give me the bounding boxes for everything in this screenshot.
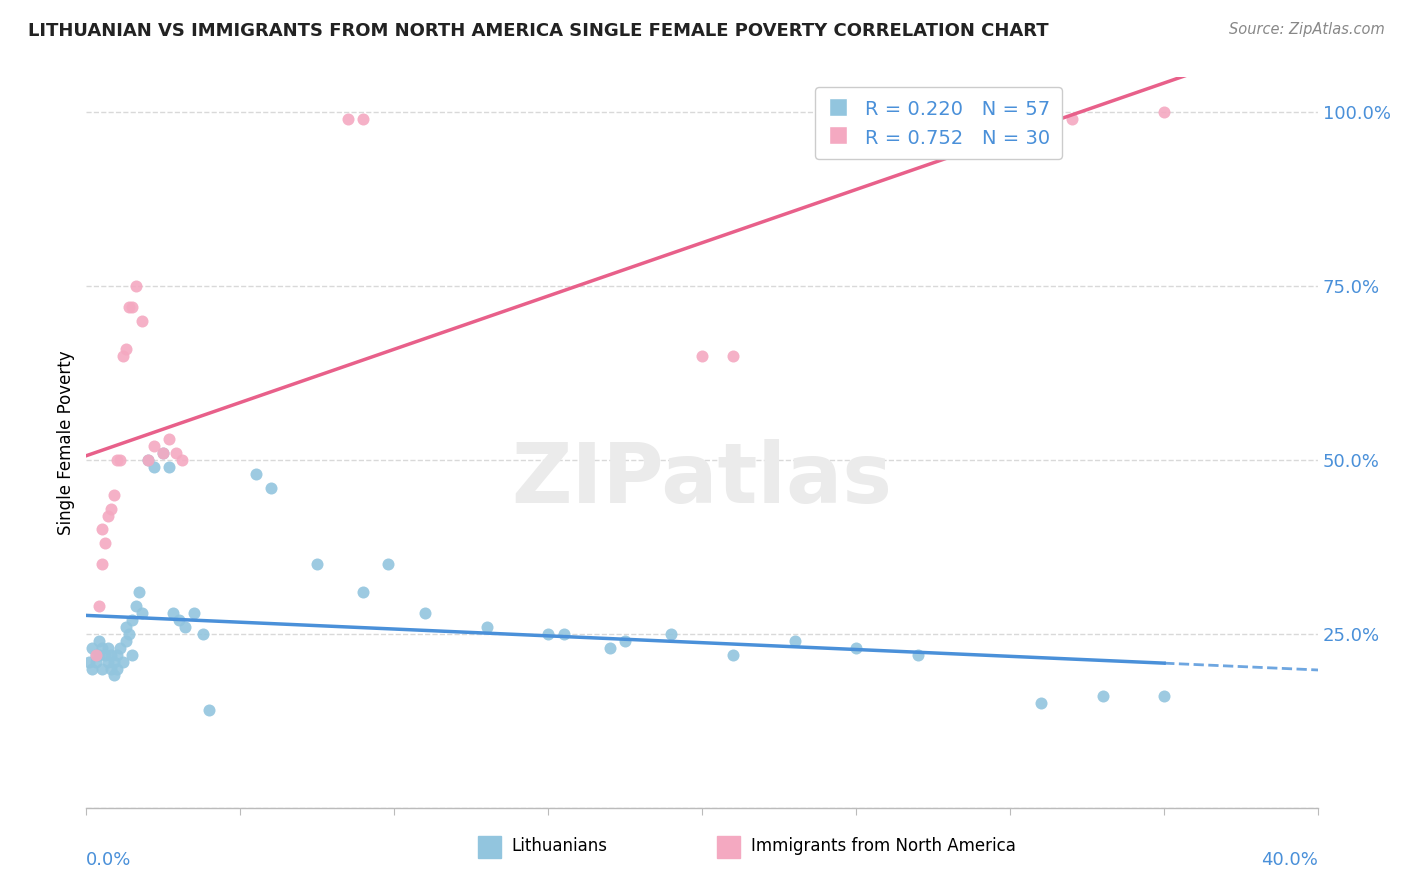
Point (131, 606, 153, 620)
Point (353, 585, 375, 599)
Text: 40.0%: 40.0% (1261, 852, 1319, 870)
Point (661, 626, 683, 640)
Point (198, 703, 221, 717)
Point (165, 446, 187, 460)
Point (97, 508, 120, 523)
Point (94, 536, 117, 550)
Point (170, 453, 193, 467)
Point (136, 453, 159, 467)
Point (121, 300, 143, 314)
Point (1091, 690, 1114, 704)
Point (183, 606, 205, 620)
Point (100, 661, 122, 675)
Point (90, 661, 112, 675)
Point (152, 446, 174, 460)
Point (105, 453, 128, 467)
Point (143, 439, 166, 453)
Point (553, 626, 575, 640)
Point (97, 640, 120, 655)
Point (475, 620, 498, 634)
Point (112, 655, 135, 669)
Point (845, 640, 868, 655)
Point (121, 613, 143, 627)
Point (783, 633, 806, 648)
Point (413, 606, 436, 620)
Point (118, 626, 141, 640)
Point (124, 599, 146, 613)
Point (1029, 696, 1052, 710)
Y-axis label: Single Female Poverty: Single Female Poverty (58, 351, 75, 535)
Point (128, 585, 150, 599)
Point (353, 112, 375, 127)
Point (90, 640, 112, 655)
Point (998, 126, 1021, 140)
Point (162, 606, 184, 620)
Point (112, 349, 135, 363)
Point (105, 648, 128, 662)
Point (690, 349, 713, 363)
Point (167, 613, 190, 627)
Point (103, 655, 125, 669)
Point (118, 300, 141, 314)
Point (121, 648, 143, 662)
Point (131, 314, 153, 328)
Point (79, 655, 101, 669)
Point (1060, 112, 1083, 127)
Point (84, 648, 107, 662)
Point (614, 633, 637, 648)
Point (260, 481, 283, 495)
Point (159, 432, 181, 446)
Text: LITHUANIAN VS IMMIGRANTS FROM NORTH AMERICA SINGLE FEMALE POVERTY CORRELATION CH: LITHUANIAN VS IMMIGRANTS FROM NORTH AMER… (28, 22, 1049, 40)
Point (87, 648, 110, 662)
Point (115, 620, 138, 634)
Point (721, 648, 744, 662)
Point (90, 523, 112, 537)
Point (599, 640, 621, 655)
Point (115, 633, 138, 648)
Text: ZIPatlas: ZIPatlas (512, 439, 893, 519)
Point (108, 453, 131, 467)
Legend: R = 0.220   N = 57, R = 0.752   N = 30: R = 0.220 N = 57, R = 0.752 N = 30 (814, 87, 1062, 160)
Point (537, 626, 560, 640)
Text: Source: ZipAtlas.com: Source: ZipAtlas.com (1229, 22, 1385, 37)
Point (193, 626, 215, 640)
Text: Lithuanians: Lithuanians (512, 837, 607, 855)
Point (87, 633, 110, 648)
Point (97, 655, 120, 669)
Point (143, 459, 166, 474)
Point (245, 467, 267, 481)
Point (907, 648, 929, 662)
Point (377, 558, 399, 572)
Point (82, 640, 104, 655)
Point (1153, 690, 1175, 704)
Point (82, 661, 104, 675)
Point (105, 661, 128, 675)
Point (84, 655, 107, 669)
Point (337, 112, 360, 127)
Point (90, 558, 112, 572)
Point (136, 453, 159, 467)
Point (94, 648, 117, 662)
Point (100, 648, 122, 662)
Point (721, 349, 744, 363)
Point (1153, 105, 1175, 120)
Point (100, 501, 122, 516)
Point (152, 446, 174, 460)
Point (103, 488, 125, 502)
Point (124, 279, 146, 293)
Point (108, 640, 131, 655)
Text: Immigrants from North America: Immigrants from North America (751, 837, 1015, 855)
Point (87, 599, 110, 613)
Point (115, 342, 138, 356)
Point (103, 668, 125, 682)
Point (307, 558, 329, 572)
Point (159, 459, 181, 474)
Point (845, 126, 868, 140)
Text: 0.0%: 0.0% (86, 852, 132, 870)
Point (84, 648, 107, 662)
Point (173, 620, 195, 634)
